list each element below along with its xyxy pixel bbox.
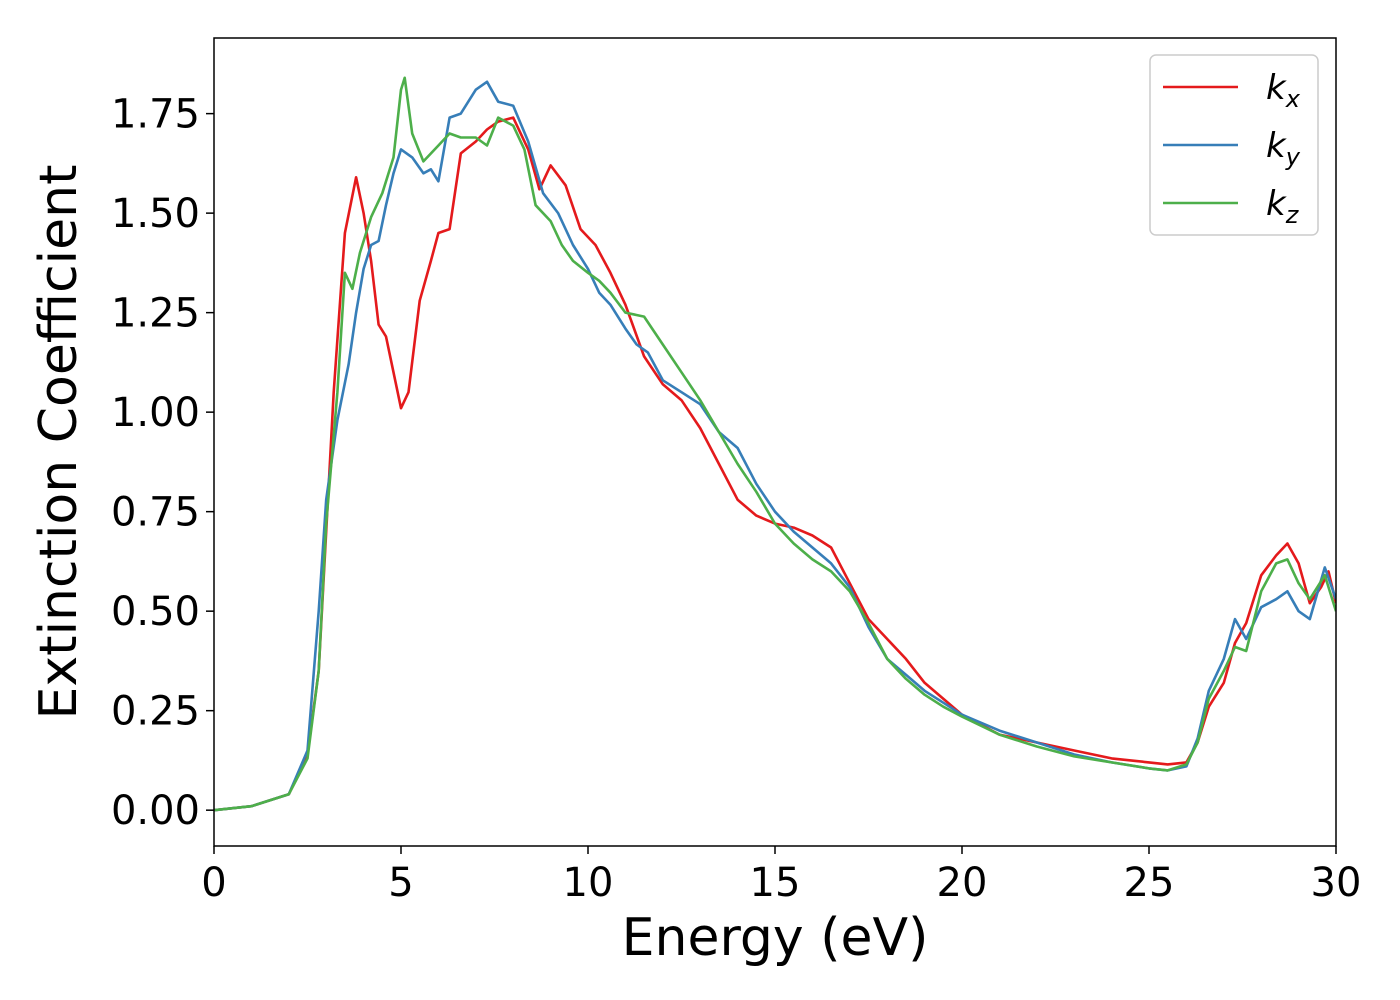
series-layer: [214, 76, 1336, 812]
y-tick-label: 1.25: [111, 291, 200, 337]
y-tick-label: 0.50: [111, 589, 200, 635]
y-tick-label: 0.00: [111, 788, 200, 834]
x-tick-label: 30: [1311, 860, 1362, 906]
y-axis: 0.00 0.25 0.50 0.75 1.00 1.25 1.50 1.75: [111, 92, 214, 834]
y-tick-label: 0.75: [111, 490, 200, 536]
y-tick-label: 1.75: [111, 92, 200, 138]
x-tick-label: 10: [563, 860, 614, 906]
x-tick-label: 15: [750, 860, 801, 906]
x-tick-label: 20: [937, 860, 988, 906]
x-tick-label: 0: [201, 860, 226, 906]
x-axis: 0 5 10 15 20 25 30: [201, 846, 1361, 906]
x-tick-label: 5: [388, 860, 413, 906]
y-axis-title: Extinction Coefficient: [29, 165, 89, 720]
x-tick-label: 25: [1124, 860, 1175, 906]
y-tick-label: 1.50: [111, 191, 200, 237]
x-axis-title: Energy (eV): [622, 908, 929, 968]
y-tick-label: 0.25: [111, 689, 200, 735]
series-line-kz: [214, 76, 1336, 812]
y-tick-label: 1.00: [111, 390, 200, 436]
